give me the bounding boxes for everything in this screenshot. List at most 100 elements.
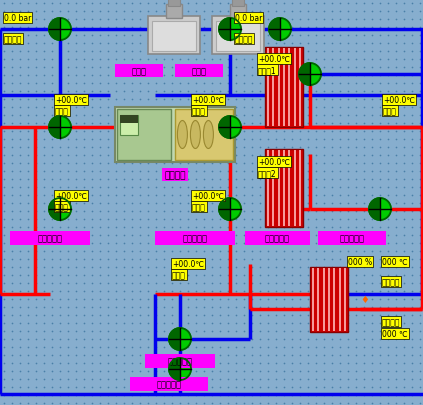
Point <box>393 145 399 151</box>
Point <box>329 288 335 294</box>
Point <box>192 288 199 294</box>
Point <box>272 113 279 119</box>
Point <box>376 232 383 239</box>
Point <box>25 176 31 183</box>
Point <box>8 240 15 247</box>
Point <box>209 57 215 63</box>
Point <box>233 240 239 247</box>
Text: 补热换热器: 补热换热器 <box>168 357 192 366</box>
Point <box>361 304 368 311</box>
Point <box>129 304 135 311</box>
Point <box>192 49 199 55</box>
Point <box>288 248 295 255</box>
Point <box>184 25 191 31</box>
Point <box>49 17 55 23</box>
Point <box>161 200 168 207</box>
Bar <box>245 231 310 245</box>
Point <box>249 256 255 262</box>
Point <box>337 128 343 135</box>
Point <box>153 1 159 7</box>
Point <box>41 288 47 294</box>
Point <box>329 264 335 271</box>
Point <box>81 352 88 358</box>
Point <box>297 160 303 167</box>
Point <box>177 392 184 398</box>
Point <box>57 17 63 23</box>
Point <box>0 216 7 223</box>
Point <box>88 336 95 342</box>
Point <box>88 96 95 103</box>
Point <box>345 145 352 151</box>
Point <box>8 392 15 398</box>
Point <box>361 96 368 103</box>
Point <box>417 400 423 405</box>
Point <box>321 168 327 175</box>
Point <box>385 40 391 47</box>
Point <box>129 25 135 31</box>
Point <box>129 152 135 159</box>
Point <box>329 1 335 7</box>
Point <box>321 288 327 294</box>
Point <box>353 304 360 311</box>
Point <box>257 328 264 335</box>
Point <box>81 392 88 398</box>
Point <box>233 113 239 119</box>
Point <box>0 120 7 127</box>
Point <box>209 200 215 207</box>
Point <box>73 113 80 119</box>
Point <box>113 384 119 390</box>
Point <box>201 40 207 47</box>
Point <box>169 360 176 367</box>
Point <box>313 224 319 231</box>
Point <box>313 1 319 7</box>
Point <box>345 200 352 207</box>
Point <box>96 264 103 271</box>
Point <box>104 304 111 311</box>
Point <box>73 288 80 294</box>
Point <box>257 296 264 303</box>
Point <box>161 320 168 326</box>
Point <box>153 120 159 127</box>
Point <box>73 392 80 398</box>
Point <box>257 336 264 342</box>
Point <box>241 272 247 279</box>
Point <box>161 64 168 71</box>
Point <box>329 224 335 231</box>
Point <box>329 216 335 223</box>
Point <box>272 120 279 127</box>
Point <box>65 320 71 326</box>
Point <box>169 33 176 39</box>
Point <box>16 152 23 159</box>
Point <box>81 176 88 183</box>
Point <box>385 96 391 103</box>
Point <box>88 57 95 63</box>
Point <box>96 128 103 135</box>
Point <box>217 145 223 151</box>
Point <box>329 336 335 342</box>
Point <box>313 352 319 358</box>
Point <box>96 33 103 39</box>
Point <box>257 224 264 231</box>
Point <box>121 49 127 55</box>
Point <box>145 216 151 223</box>
Point <box>96 240 103 247</box>
Point <box>0 17 7 23</box>
Point <box>305 344 311 350</box>
Point <box>65 336 71 342</box>
Point <box>25 368 31 374</box>
Point <box>417 1 423 7</box>
Point <box>376 64 383 71</box>
Point <box>368 17 375 23</box>
Point <box>249 376 255 382</box>
Point <box>145 272 151 279</box>
Point <box>184 128 191 135</box>
Point <box>280 104 287 111</box>
Point <box>88 176 95 183</box>
Point <box>393 72 399 79</box>
Point <box>41 368 47 374</box>
Point <box>137 288 143 294</box>
Point <box>376 208 383 215</box>
Point <box>305 264 311 271</box>
Point <box>249 320 255 326</box>
Point <box>153 280 159 287</box>
